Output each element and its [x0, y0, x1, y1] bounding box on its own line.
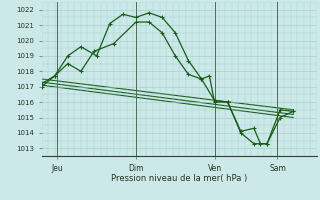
X-axis label: Pression niveau de la mer( hPa ): Pression niveau de la mer( hPa ) — [111, 174, 247, 183]
